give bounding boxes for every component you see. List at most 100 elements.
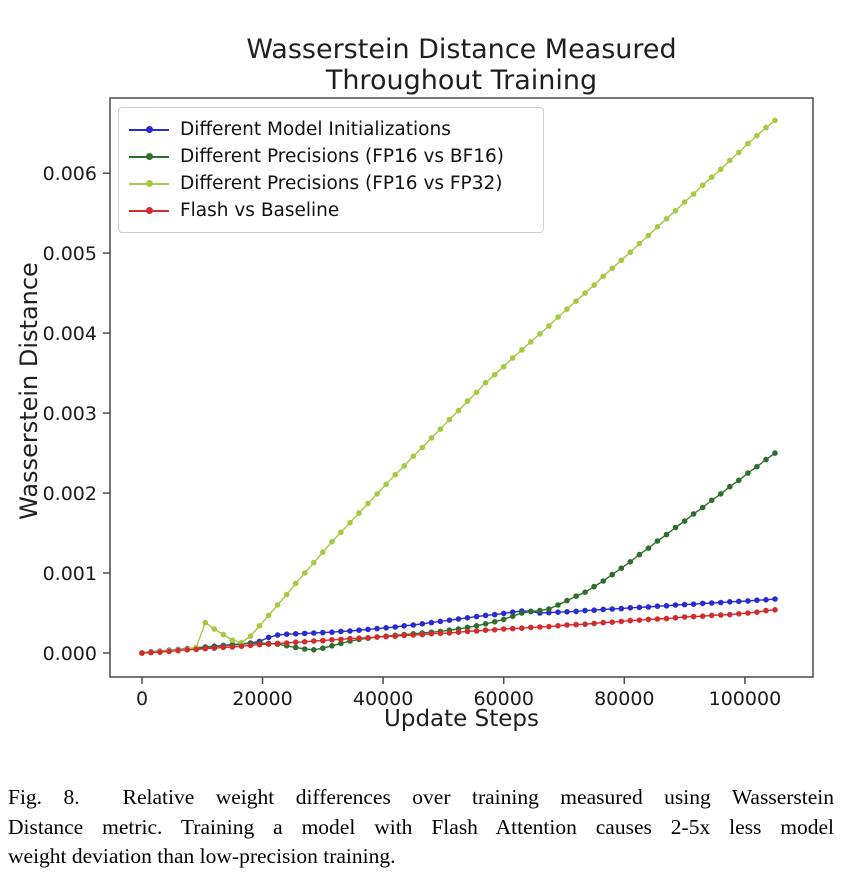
chart-title-line-1: Wasserstein Distance Measured [246,34,677,65]
data-point [528,339,534,345]
data-point [356,510,362,516]
data-point [500,610,507,617]
data-point [672,208,679,214]
chart-title-line-2: Throughout Training [325,65,598,96]
data-point [645,545,652,551]
data-point [338,636,344,643]
data-point [681,518,688,524]
data-point [374,625,380,632]
data-point [618,257,625,264]
data-point [428,435,435,441]
data-point [754,463,760,470]
data-point [591,620,597,627]
data-point [681,199,688,205]
data-point [654,603,661,609]
data-point [320,637,326,644]
data-point [365,500,371,507]
data-point [736,611,742,617]
data-point [654,616,661,622]
data-point [184,647,190,653]
legend-item-fp16-vs-fp32: Different Precisions (FP16 vs FP32) [129,170,533,197]
data-point [392,624,399,630]
data-point [365,635,371,641]
data-point [283,640,290,646]
y-tick-label: 0.004 [43,323,97,345]
data-point [301,630,308,637]
data-point [627,249,634,256]
figure-caption: Fig. 8. Relative weight differences over… [8,783,834,872]
data-point [491,627,498,633]
data-point [356,635,362,641]
data-point [690,613,697,620]
data-point [247,642,254,649]
data-point [455,407,462,414]
data-point [763,456,769,463]
data-point [139,650,145,656]
data-point [301,639,308,645]
data-point [600,578,606,584]
data-point [301,646,308,652]
data-point [509,609,516,615]
data-point [727,599,733,605]
data-point [745,140,751,147]
data-point [519,625,525,631]
data-point [320,645,326,651]
data-point [582,621,588,627]
data-point [618,605,625,612]
data-point [166,648,172,655]
data-point [555,623,561,629]
data-point [500,626,507,632]
data-point [509,625,516,632]
data-point [220,631,227,638]
series-line-1 [141,452,776,654]
x-axis-label: Update Steps [384,706,539,732]
data-point [211,645,218,651]
data-point [609,571,615,578]
data-point [311,559,317,566]
data-point [763,124,769,131]
data-point [681,601,688,608]
data-point [745,610,751,616]
data-point [718,612,724,618]
data-point [311,647,317,653]
data-point [329,643,335,649]
data-point [383,625,389,631]
data-point [663,615,670,622]
data-point [283,631,290,637]
data-point [392,633,399,639]
data-point [347,635,353,642]
data-point [736,598,742,605]
data-point [229,637,236,643]
data-point [600,273,606,280]
data-point [699,600,706,607]
data-point [699,504,706,511]
data-point [745,470,751,476]
data-point [419,631,426,638]
data-point [464,624,471,631]
data-point [772,450,778,456]
x-tick-label: 100000 [709,688,782,710]
data-point [636,617,643,623]
data-point [446,630,453,636]
data-point [500,616,507,623]
data-point [654,538,661,544]
data-point [519,347,525,353]
data-point [446,617,453,623]
y-tick-label: 0.001 [43,563,97,585]
data-point [555,314,561,320]
data-point [690,601,697,607]
data-point [374,634,380,640]
chart-title: Wasserstein Distance Measured Throughout… [110,34,813,96]
data-point [600,606,606,613]
data-point [175,647,181,654]
data-point [708,600,715,606]
data-point [320,549,326,555]
data-point [546,606,552,612]
data-point [338,628,344,635]
data-point [573,593,579,599]
data-point [410,632,417,638]
data-point [754,597,760,603]
data-point [763,597,769,603]
data-point [727,611,733,618]
data-point [383,481,389,488]
